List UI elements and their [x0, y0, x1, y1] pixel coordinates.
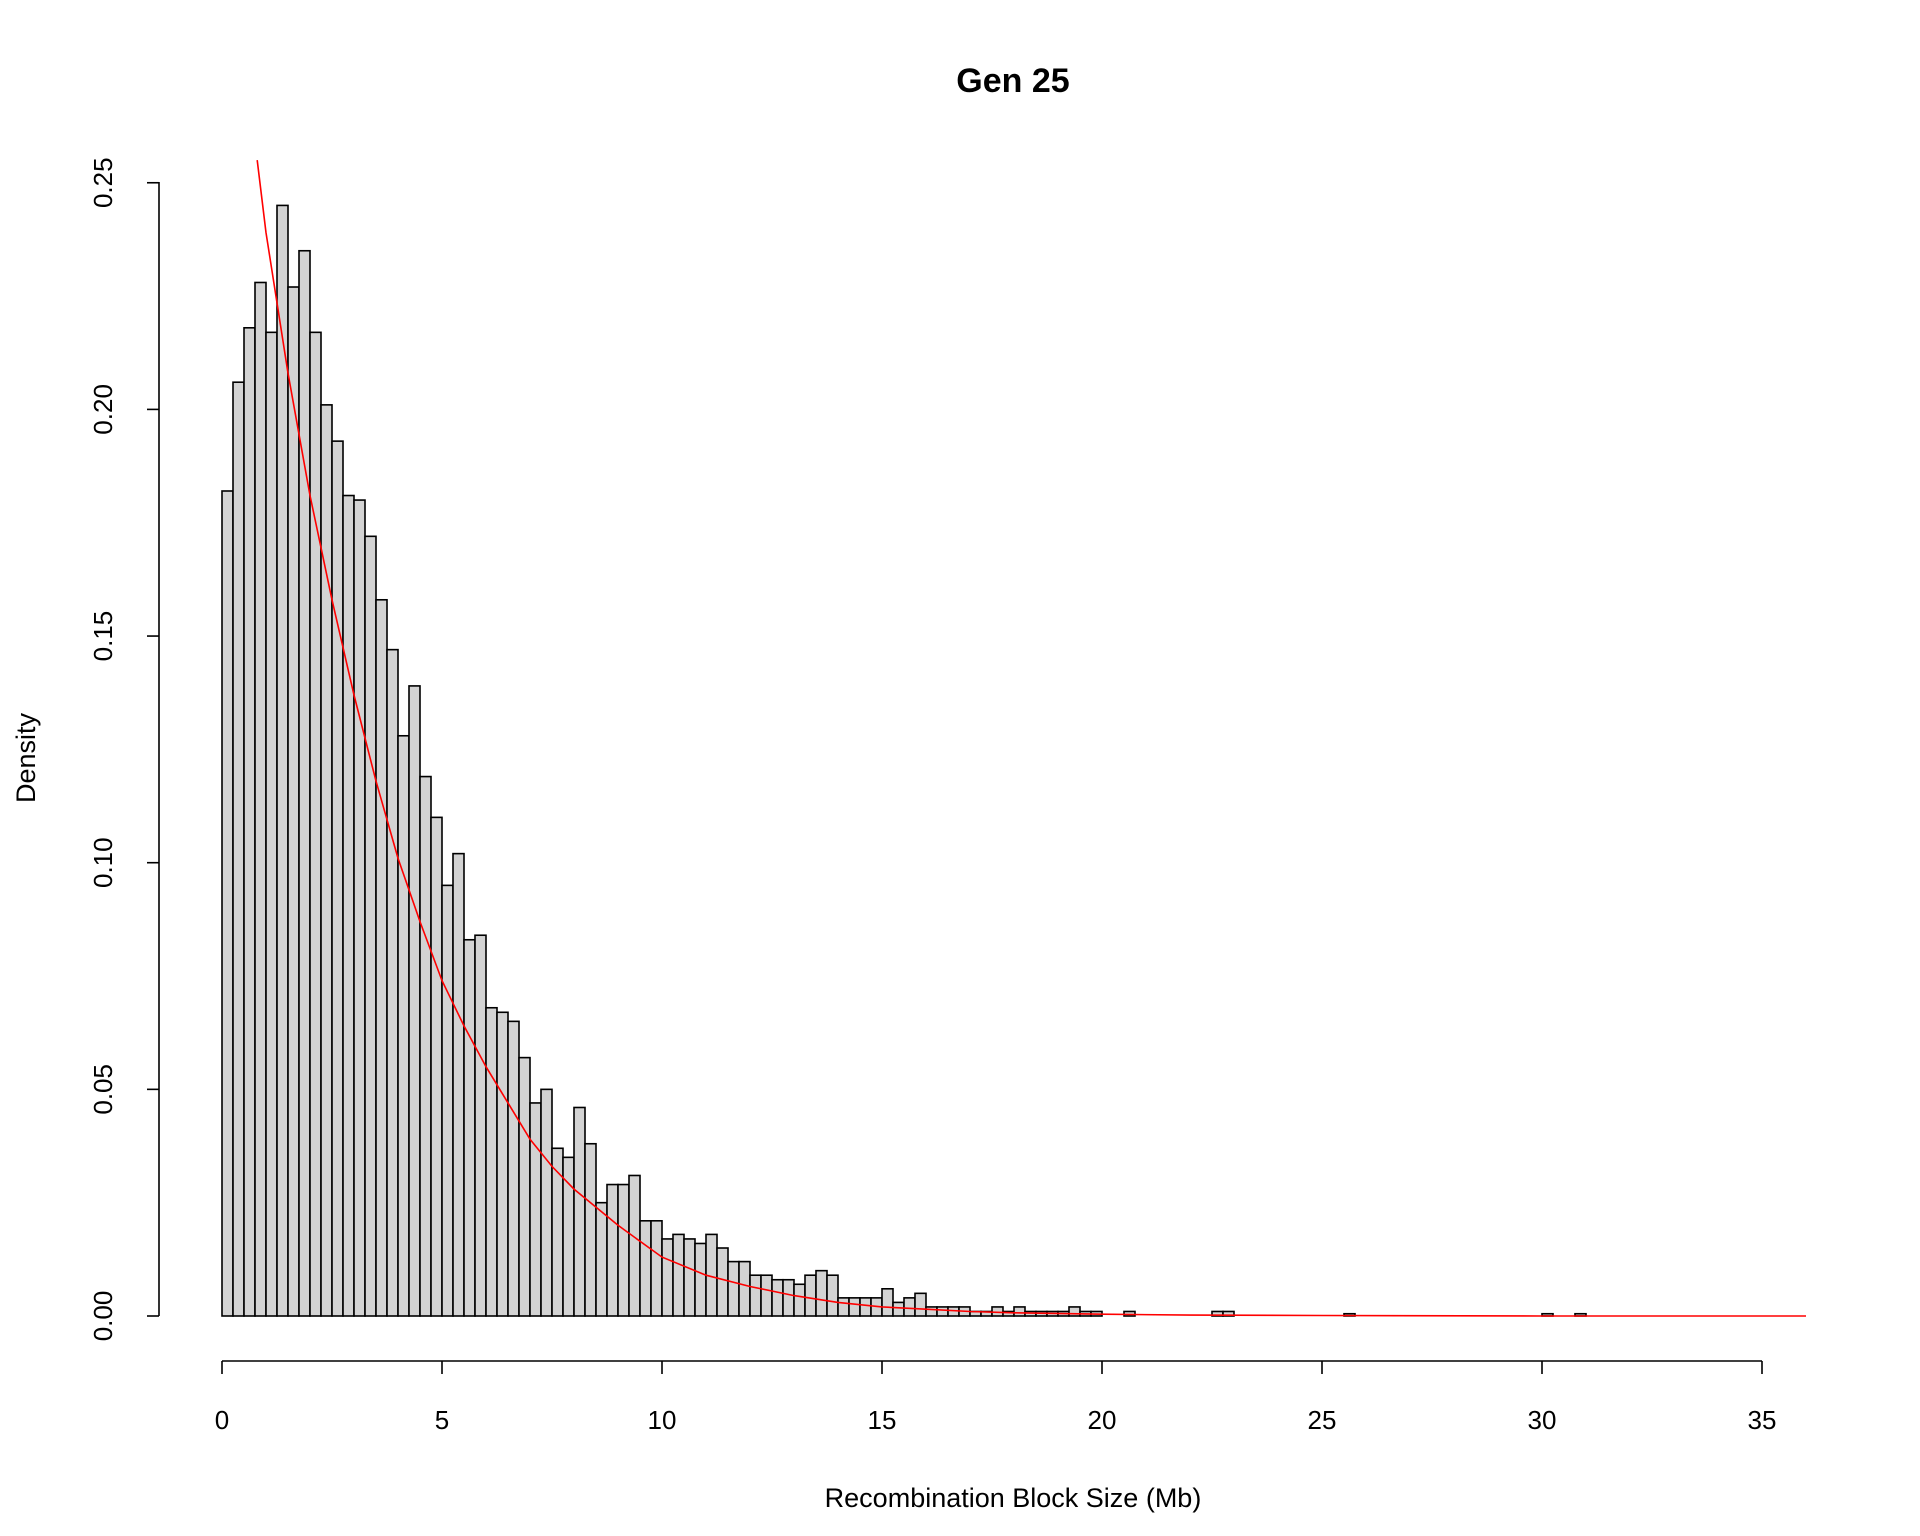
x-tick-label: 10	[648, 1405, 677, 1435]
histogram-bar	[804, 1274, 817, 1317]
x-axis-title: Recombination Block Size (Mb)	[825, 1483, 1202, 1513]
histogram-bar	[749, 1274, 762, 1317]
histogram-bar	[892, 1301, 905, 1317]
y-axis-ticks: 0.00 0.05 0.10 0.15 0.20 0.25	[88, 157, 159, 1341]
histogram-bar	[859, 1297, 872, 1317]
histogram-bar	[397, 734, 410, 1317]
y-tick-label: 0.15	[88, 611, 118, 662]
histogram-bar	[298, 249, 311, 1317]
histogram-bar	[430, 816, 443, 1317]
histogram-bars	[221, 204, 1587, 1317]
histogram-bar	[496, 1011, 509, 1317]
histogram-bar	[683, 1238, 696, 1317]
histogram-bar	[1013, 1306, 1026, 1317]
histogram-bar	[628, 1174, 641, 1317]
histogram-bar	[694, 1242, 707, 1317]
histogram-bar	[1068, 1306, 1081, 1317]
histogram-bar	[573, 1106, 586, 1317]
histogram-bar	[485, 1006, 498, 1317]
histogram-bar	[848, 1297, 861, 1317]
histogram-bar	[342, 494, 355, 1317]
histogram-bar	[903, 1297, 916, 1317]
histogram-bar	[661, 1238, 674, 1317]
histogram-bar	[793, 1283, 806, 1317]
histogram-bar	[606, 1183, 619, 1317]
histogram-bar	[782, 1278, 795, 1317]
histogram-bar	[375, 598, 388, 1317]
histogram-bar	[727, 1260, 740, 1317]
x-tick-label: 35	[1748, 1405, 1777, 1435]
x-tick-label: 20	[1088, 1405, 1117, 1435]
y-tick-label: 0.10	[88, 837, 118, 888]
histogram-bar	[562, 1156, 575, 1317]
histogram-bar	[837, 1297, 850, 1317]
histogram-bar	[914, 1292, 927, 1317]
y-axis-title: Density	[11, 712, 41, 803]
histogram-bar	[936, 1306, 949, 1317]
histogram-bar	[463, 938, 476, 1317]
fit-curve	[256, 160, 1806, 1317]
y-tick-label: 0.05	[88, 1064, 118, 1115]
histogram-bar	[254, 281, 267, 1317]
histogram-bar	[452, 852, 465, 1317]
histogram-bar	[419, 775, 432, 1317]
histogram-bar	[584, 1142, 597, 1317]
histogram-bar	[771, 1278, 784, 1317]
x-tick-label: 5	[435, 1405, 449, 1435]
histogram-bar	[518, 1056, 531, 1317]
histogram-bar	[221, 490, 234, 1317]
histogram-bar	[529, 1102, 542, 1317]
y-tick-label: 0.25	[88, 157, 118, 208]
histogram-bar	[243, 327, 256, 1317]
histogram-bar	[232, 381, 245, 1317]
histogram-bar	[826, 1274, 839, 1317]
histogram-bar	[639, 1220, 652, 1317]
histogram-bar	[265, 331, 278, 1317]
fit-curve-group	[256, 160, 1806, 1317]
histogram-bar	[738, 1260, 751, 1317]
histogram-bar	[925, 1306, 938, 1317]
x-axis-ticks: 0 5 10 15 20 25 30 35	[215, 1361, 1777, 1435]
histogram-bar	[276, 204, 289, 1317]
histogram-bar	[386, 648, 399, 1317]
histogram-bar	[551, 1147, 564, 1317]
histogram-bar	[441, 884, 454, 1317]
histogram-bar	[595, 1201, 608, 1317]
histogram-bar	[716, 1247, 729, 1317]
histogram-bar	[672, 1233, 685, 1317]
x-tick-label: 25	[1308, 1405, 1337, 1435]
x-tick-label: 0	[215, 1405, 229, 1435]
histogram-bar	[320, 404, 333, 1317]
histogram-bar	[881, 1288, 894, 1317]
y-tick-label: 0.00	[88, 1291, 118, 1342]
histogram-bar	[474, 934, 487, 1317]
histogram-bar	[815, 1269, 828, 1317]
histogram-bar	[287, 286, 300, 1317]
histogram-bar	[617, 1183, 630, 1317]
chart-title: Gen 25	[956, 62, 1069, 100]
histogram-bar	[540, 1088, 553, 1317]
histogram-bar	[309, 331, 322, 1317]
histogram-bar	[353, 499, 366, 1317]
x-tick-label: 15	[868, 1405, 897, 1435]
histogram-bar	[408, 685, 421, 1317]
histogram-bar	[507, 1020, 520, 1317]
x-tick-label: 30	[1528, 1405, 1557, 1435]
histogram-bar	[650, 1220, 663, 1317]
y-tick-label: 0.20	[88, 384, 118, 435]
histogram-bar	[331, 440, 344, 1317]
histogram-bar	[760, 1274, 773, 1317]
histogram-bar	[364, 535, 377, 1317]
